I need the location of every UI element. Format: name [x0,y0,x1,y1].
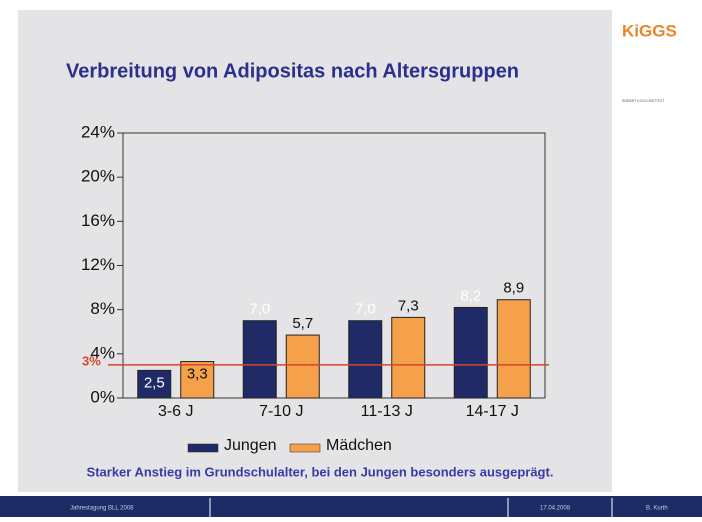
bar [391,316,426,399]
bar [285,334,320,399]
bar [180,361,215,399]
value-label: 3,3 [187,366,208,383]
reference-label: 3% [82,353,101,368]
value-label: 7,3 [398,297,419,314]
x-tick-label: 14-17 J [466,403,519,420]
legend-label: Mädchen [326,437,392,454]
value-label: 7,0 [249,301,270,318]
chart-title: Verbreitung von Adipositas nach Altersgr… [66,60,519,82]
bar [242,320,277,399]
y-tick-label: 12% [81,255,115,274]
footer-author: B. Kurth [646,506,668,512]
bar [496,299,531,399]
y-tick-label: 0% [90,387,115,406]
value-label: 5,7 [292,315,313,332]
legend-swatch [289,443,321,453]
bar [348,320,383,399]
y-tick-label: 8% [90,299,115,318]
x-tick-label: 3-6 J [158,403,194,420]
value-label: 8,2 [460,287,481,304]
x-tick-label: 11-13 J [361,403,413,420]
legend-swatch [187,443,219,453]
bar [453,306,488,399]
y-tick-label: 20% [81,167,115,186]
y-tick-label: 4% [90,343,115,362]
value-label: 8,9 [503,280,524,297]
logo: KiGGS [622,21,677,40]
value-label: 2,5 [144,374,165,391]
y-tick-label: 24% [81,122,115,141]
footer-event: Jahrestagung BLL 2008 [70,506,134,512]
footer-bar [0,496,702,517]
x-tick-label: 7-10 J [259,403,303,420]
footer-date: 17.04.2008 [540,506,571,512]
y-tick-label: 16% [81,211,115,230]
slide-panel [18,10,612,492]
logo-box [620,18,698,54]
legend-label: Jungen [224,437,277,454]
institute: ROBERT KOCH INSTITUT [622,99,665,103]
bar [137,369,172,399]
caption: Starker Anstieg im Grundschulalter, bei … [87,464,554,479]
value-label: 7,0 [355,301,376,318]
